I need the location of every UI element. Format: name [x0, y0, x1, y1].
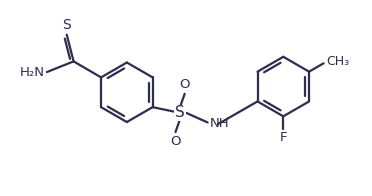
Text: H₂N: H₂N	[20, 65, 45, 79]
Text: S: S	[62, 18, 71, 32]
Text: CH₃: CH₃	[326, 55, 349, 68]
Text: NH: NH	[209, 117, 229, 131]
Text: F: F	[279, 131, 287, 144]
Text: S: S	[175, 105, 185, 120]
Text: O: O	[170, 135, 181, 148]
Text: O: O	[179, 78, 190, 91]
